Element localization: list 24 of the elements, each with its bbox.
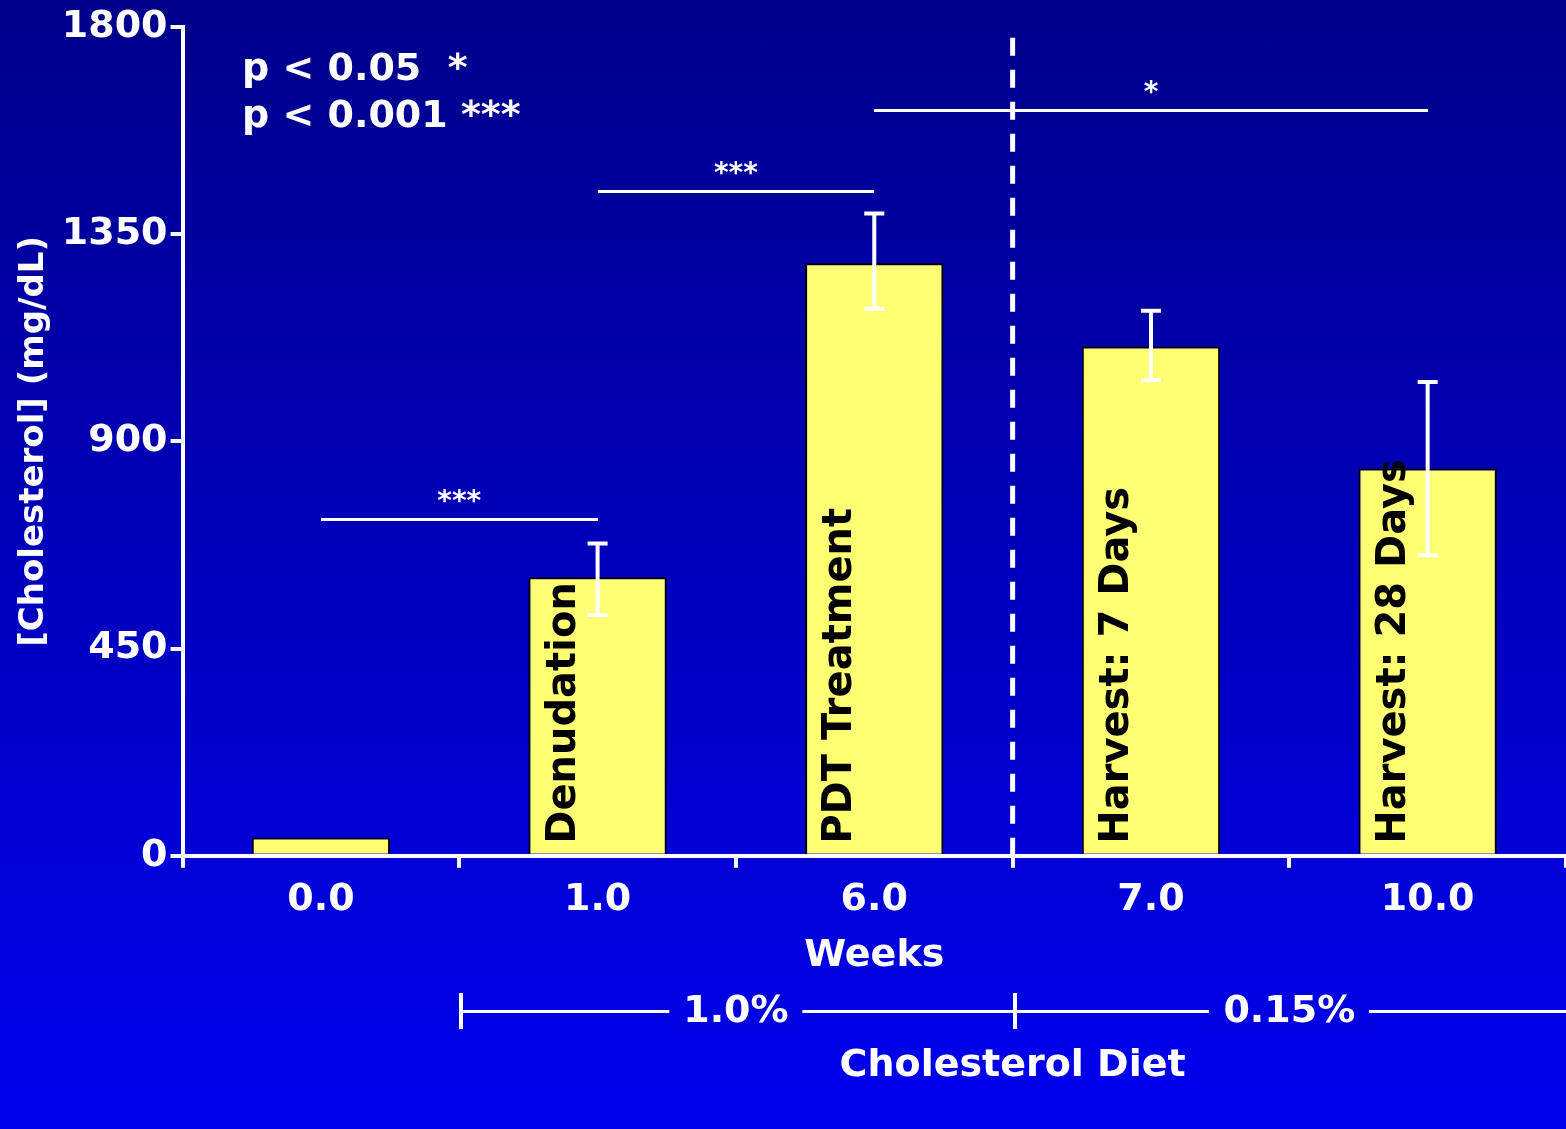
text: Cholesterol Diet xyxy=(839,1040,1186,1085)
annotation: *** xyxy=(713,155,758,189)
annotation: p < 0.05 * xyxy=(242,45,468,89)
y-tick-label: 900 xyxy=(88,416,168,461)
x-axis-title: Weeks xyxy=(804,931,945,976)
x-tick-label: 1.0 xyxy=(563,875,632,920)
annotation: Harvest: 28 Days xyxy=(1367,459,1414,844)
y-tick-label: 0 xyxy=(141,830,168,875)
text: 0.15% xyxy=(1209,986,1370,1031)
x-tick-label: 7.0 xyxy=(1117,875,1185,920)
text: 1.0% xyxy=(669,986,803,1031)
x-tick-label: 10.0 xyxy=(1380,875,1475,920)
annotation: *** xyxy=(437,483,482,517)
annotation: PDT Treatment xyxy=(814,507,861,844)
annotation: * xyxy=(1143,74,1159,108)
x-tick-label: 0.0 xyxy=(287,875,355,920)
y-tick-label: 1350 xyxy=(61,209,168,254)
y-axis-title: [Cholesterol] (mg/dL) xyxy=(11,236,52,647)
annotation: Denudation xyxy=(537,582,584,844)
annotation: p < 0.001 *** xyxy=(242,92,521,136)
annotation: Harvest: 7 Days xyxy=(1091,486,1138,844)
y-tick-label: 1800 xyxy=(61,1,168,46)
x-tick-label: 6.0 xyxy=(840,875,908,920)
y-tick-label: 450 xyxy=(88,623,168,668)
